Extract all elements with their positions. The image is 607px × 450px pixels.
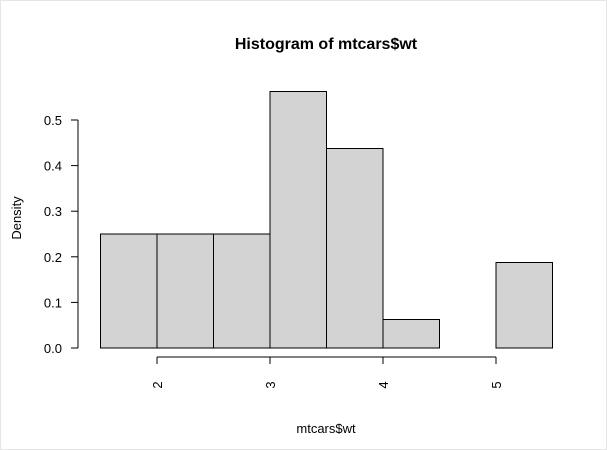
chart-title: Histogram of mtcars$wt: [235, 36, 418, 53]
y-tick-label: 0.1: [44, 295, 62, 310]
y-tick-label: 0.0: [44, 341, 62, 356]
y-tick-label: 0.5: [44, 113, 62, 128]
bar: [495, 262, 553, 349]
x-tick-label: 4: [376, 381, 391, 388]
x-tick-label: 5: [489, 381, 504, 388]
y-axis-label: Density: [9, 196, 24, 240]
bar: [213, 233, 271, 349]
y-tick-label: 0.4: [44, 159, 62, 174]
bar: [100, 233, 158, 349]
bar: [382, 319, 440, 349]
x-axis-label: mtcars$wt: [296, 421, 356, 436]
bar: [269, 91, 327, 349]
bar: [156, 233, 214, 349]
y-tick-label: 0.3: [44, 204, 62, 219]
x-tick-label: 2: [150, 381, 165, 388]
x-tick-label: 3: [263, 381, 278, 388]
bar: [326, 148, 384, 349]
y-tick-label: 0.2: [44, 250, 62, 265]
